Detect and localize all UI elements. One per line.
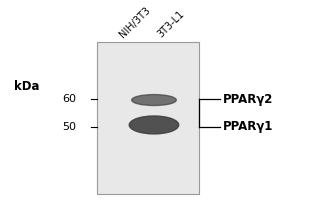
Text: NIH/3T3: NIH/3T3: [117, 5, 152, 39]
Text: kDa: kDa: [14, 79, 40, 93]
Ellipse shape: [132, 95, 176, 106]
Text: PPARγ2: PPARγ2: [223, 93, 274, 106]
FancyBboxPatch shape: [97, 42, 199, 194]
Text: 50: 50: [62, 122, 76, 132]
Text: PPARγ1: PPARγ1: [223, 120, 274, 133]
Ellipse shape: [129, 116, 179, 134]
Text: 3T3-L1: 3T3-L1: [156, 9, 186, 39]
Text: 60: 60: [62, 94, 76, 104]
